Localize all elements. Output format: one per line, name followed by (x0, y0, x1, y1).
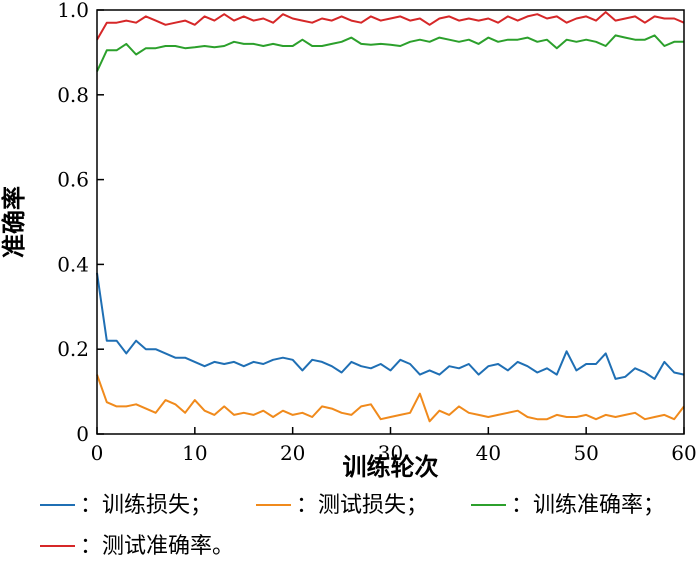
x-tick-label: 40 (476, 441, 501, 465)
legend-label: ：训练准确率； (511, 493, 665, 518)
legend-label: ：测试损失； (296, 493, 428, 518)
y-tick-label: 0.8 (57, 83, 89, 107)
y-tick-label: 0 (76, 422, 89, 446)
legend: ：训练损失； ：测试损失； ：训练准确率； ：测试准确率。 (40, 493, 665, 559)
x-tick-label: 60 (671, 441, 696, 465)
series-line-2 (96, 34, 684, 72)
plot-lines (96, 11, 685, 423)
series-line-3 (96, 11, 685, 41)
legend-label: ：测试准确率。 (80, 534, 234, 559)
y-tick-label: 0.6 (57, 168, 89, 192)
axis-ticks: 0 10 20 30 40 50 60 0 0.2 0.4 0.6 0.8 1.0 (57, 0, 697, 465)
y-tick-label: 0.4 (57, 252, 89, 276)
x-tick-label: 0 (91, 441, 104, 465)
x-axis-title: 训练轮次 (343, 453, 439, 481)
x-tick-label: 20 (280, 441, 305, 465)
series-line-1 (96, 374, 685, 423)
x-tick-label: 10 (182, 441, 207, 465)
legend-label: ：训练损失； (80, 493, 212, 518)
y-tick-label: 0.2 (57, 337, 89, 361)
x-tick-label: 30 (378, 441, 403, 465)
x-tick-label: 50 (573, 441, 598, 465)
y-tick-label: 1.0 (57, 0, 89, 22)
y-axis-title: 准确率 (0, 186, 28, 258)
series-line-0 (96, 272, 685, 380)
